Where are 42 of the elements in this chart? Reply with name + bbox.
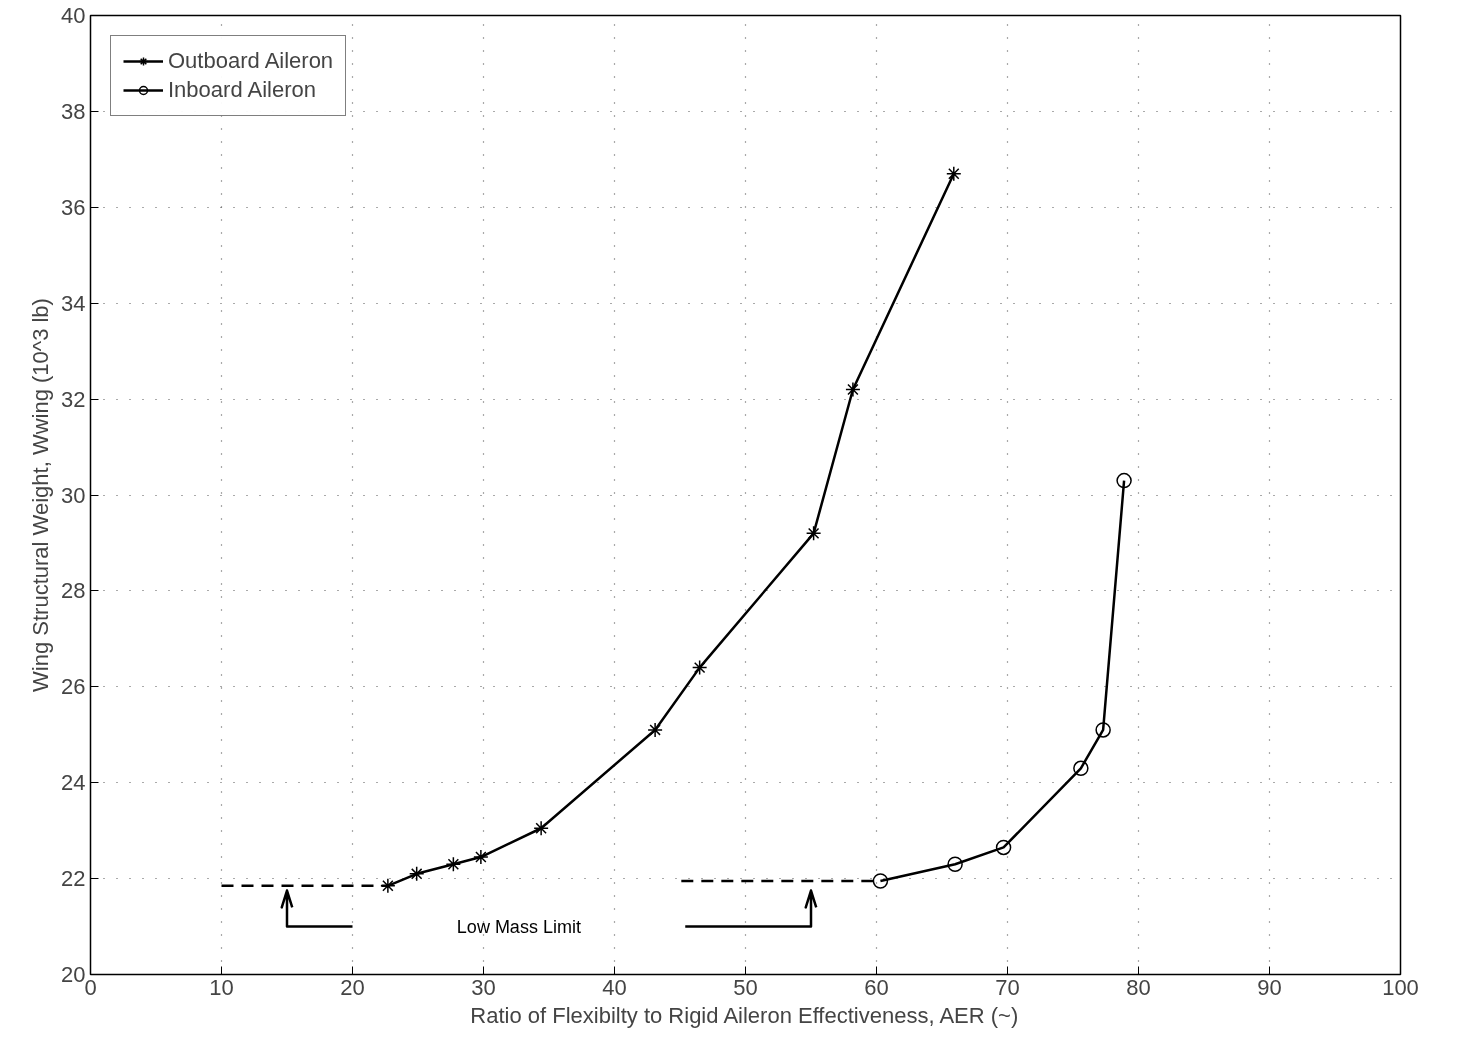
- y-tick-label: 26: [61, 674, 86, 700]
- y-tick-label: 24: [61, 770, 86, 796]
- x-tick-label: 90: [1257, 974, 1282, 1000]
- point: [872, 873, 889, 889]
- x-tick-label: 80: [1126, 974, 1151, 1000]
- y-tick-label: 36: [61, 194, 86, 220]
- x-tick-label: 60: [864, 974, 889, 1000]
- x-tick-label: 30: [471, 974, 496, 1000]
- x-axis-title: Ratio of Flexibilty to Rigid Aileron Effectiveness, AER (~): [470, 1002, 1019, 1028]
- x-tick-label: 20: [340, 974, 365, 1000]
- x-tick-label: 50: [733, 974, 758, 1000]
- point: [533, 820, 549, 836]
- y-tick-label: 34: [61, 290, 86, 316]
- point: [647, 722, 663, 738]
- point: [445, 856, 462, 872]
- y-axis-title: Wing Structural Weight, Wwing (10^3 lb): [28, 298, 54, 692]
- x-tick-label: 40: [602, 974, 627, 1000]
- point: [380, 878, 396, 894]
- point: [947, 856, 963, 872]
- y-tick-label: 40: [61, 3, 86, 28]
- y-tick-label: 38: [61, 98, 86, 124]
- x-tick-label: 100: [1382, 974, 1419, 1000]
- annotation: Low Mass Limit: [456, 916, 581, 937]
- point: [845, 381, 861, 398]
- point: [946, 165, 962, 182]
- legend-label: Inboard Aileron: [168, 77, 316, 103]
- y-tick-label: 28: [61, 578, 86, 604]
- point: [995, 839, 1012, 856]
- x-tick-label: 10: [209, 974, 234, 1000]
- point: [408, 866, 425, 882]
- x-tick-label: 0: [84, 974, 97, 1000]
- y-tick-label: 32: [61, 386, 86, 412]
- y-tick-label: 22: [61, 866, 86, 892]
- x-tick-label: 70: [995, 974, 1020, 1000]
- y-tick-label: 30: [61, 482, 86, 508]
- legend-label: Outboard Aileron: [168, 48, 334, 74]
- point: [1116, 472, 1132, 489]
- point: [1095, 722, 1111, 738]
- point: [1073, 760, 1089, 777]
- point: [473, 849, 489, 865]
- point: [691, 659, 708, 676]
- point: [805, 525, 822, 542]
